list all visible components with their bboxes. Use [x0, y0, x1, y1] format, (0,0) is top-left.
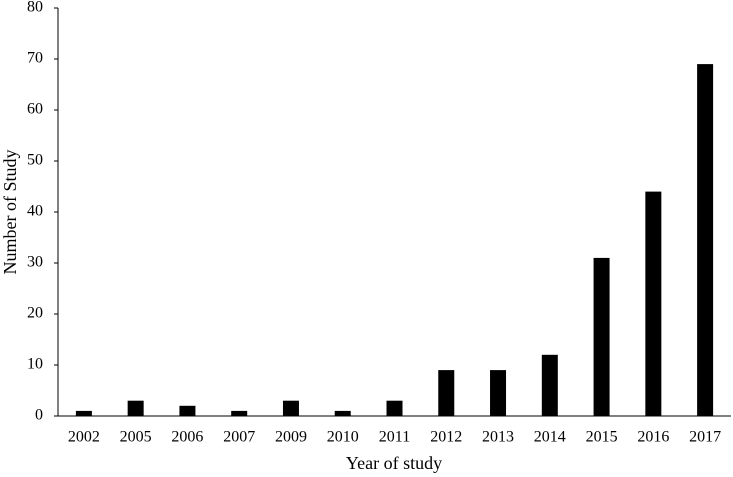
x-tick-label: 2005: [120, 429, 152, 446]
x-axis-label: Year of study: [346, 453, 442, 473]
x-tick-label: 2014: [534, 429, 566, 446]
x-tick-label: 2009: [275, 429, 307, 446]
bar: [127, 400, 144, 416]
x-tick-label: 2011: [379, 429, 410, 446]
x-tick-label: 2012: [430, 429, 462, 446]
bar: [490, 370, 507, 416]
y-tick-label: 20: [27, 305, 43, 322]
y-tick-label: 40: [27, 203, 43, 220]
y-tick-label: 80: [27, 0, 43, 16]
bar: [386, 400, 403, 416]
x-tick-label: 2016: [637, 429, 669, 446]
y-tick-label: 30: [27, 254, 43, 271]
bar: [179, 405, 196, 416]
bar: [75, 410, 92, 416]
y-tick-label: 0: [35, 407, 43, 424]
x-tick-label: 2013: [482, 429, 514, 446]
x-tick-label: 2010: [327, 429, 359, 446]
bar: [282, 400, 299, 416]
y-tick-label: 50: [27, 152, 43, 169]
bar: [645, 191, 662, 416]
bar: [438, 370, 455, 416]
y-tick-label: 60: [27, 101, 43, 118]
y-tick-label: 70: [27, 50, 43, 67]
x-tick-label: 2006: [171, 429, 203, 446]
bar: [697, 64, 714, 416]
bar: [593, 257, 610, 416]
x-tick-label: 2007: [223, 429, 255, 446]
bar: [334, 410, 351, 416]
x-tick-label: 2015: [586, 429, 618, 446]
x-tick-label: 2017: [689, 429, 721, 446]
x-tick-label: 2002: [68, 429, 100, 446]
bar: [541, 354, 558, 416]
y-axis-label: Number of Study: [0, 150, 20, 275]
bar: [231, 410, 248, 416]
y-tick-label: 10: [27, 356, 43, 373]
